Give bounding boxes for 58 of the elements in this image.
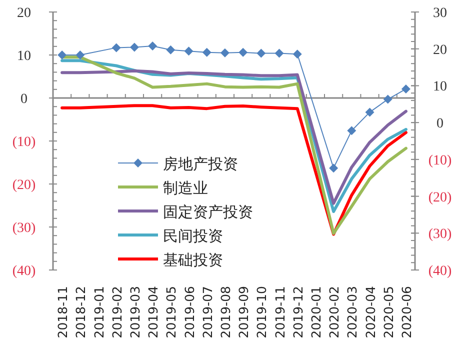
x-tick-label: 2020-02 (326, 286, 342, 338)
x-tick-label: 2018-12 (73, 286, 88, 338)
legend-label: 固定资产投资 (163, 203, 253, 221)
x-tick-label: 2019-10 (254, 286, 270, 338)
legend-label: 基础投资 (163, 251, 223, 269)
y2-tick-label: (10) (428, 153, 452, 168)
point (76, 50, 85, 60)
x-tick-label: 2020-05 (380, 286, 396, 338)
x-tick-label: 2020-01 (308, 286, 324, 338)
x-tick-label: 2019-02 (109, 286, 124, 338)
x-tick-label: 2019-12 (290, 286, 306, 338)
point (365, 108, 374, 117)
y2-tick-label: (30) (428, 227, 452, 242)
x-tick-label: 2019-06 (182, 286, 197, 338)
y-tick-label: 20 (17, 6, 31, 21)
x-tick-label: 2019-04 (146, 286, 161, 338)
point (256, 48, 266, 58)
y2-tick-label: 0 (436, 116, 444, 132)
point (166, 45, 176, 54)
x-tick-label: 2019-08 (218, 286, 233, 338)
legend-label: 民间投资 (163, 227, 223, 245)
legend-label: 房地产投资 (163, 155, 238, 173)
y-tick-label: (20) (12, 178, 36, 193)
point (274, 48, 284, 58)
x-tick-label: 2019-07 (200, 286, 215, 338)
x-tick-label: 2020-06 (398, 286, 414, 338)
x-tick-label: 2020-03 (344, 286, 360, 338)
point (58, 50, 67, 60)
point (220, 48, 230, 58)
y2-tick-label: (20) (428, 190, 452, 206)
point (112, 43, 121, 52)
point (347, 126, 356, 136)
y-tick-label: (30) (12, 221, 36, 236)
x-tick-label: 2020-04 (362, 286, 378, 338)
y2-tick-label: (40) (428, 264, 452, 279)
x-tick-label: 2019-03 (127, 286, 142, 338)
y-tick-label: (10) (12, 135, 36, 150)
y2-tick-label: 20 (433, 42, 447, 58)
point (130, 42, 139, 52)
y-tick-label: (40) (12, 264, 36, 279)
point (148, 41, 158, 50)
point (329, 164, 338, 173)
point (184, 46, 194, 56)
x-tick-label: 2019-01 (91, 286, 106, 338)
point (292, 50, 302, 59)
x-tick-label: 2019-11 (272, 286, 288, 338)
point (383, 94, 392, 104)
y2-tick-label: 30 (433, 6, 447, 21)
y2-tick-label: 10 (433, 80, 447, 95)
x-tick-label: 2019-09 (236, 286, 252, 338)
y-tick-label: 0 (20, 92, 28, 107)
point (202, 48, 212, 57)
y-tick-label: 10 (17, 49, 31, 64)
point (401, 84, 410, 94)
legend-label: 制造业 (163, 179, 208, 197)
point (238, 48, 248, 57)
x-tick-label: 2019-05 (164, 286, 179, 338)
x-tick-label: 2018-11 (55, 286, 70, 338)
